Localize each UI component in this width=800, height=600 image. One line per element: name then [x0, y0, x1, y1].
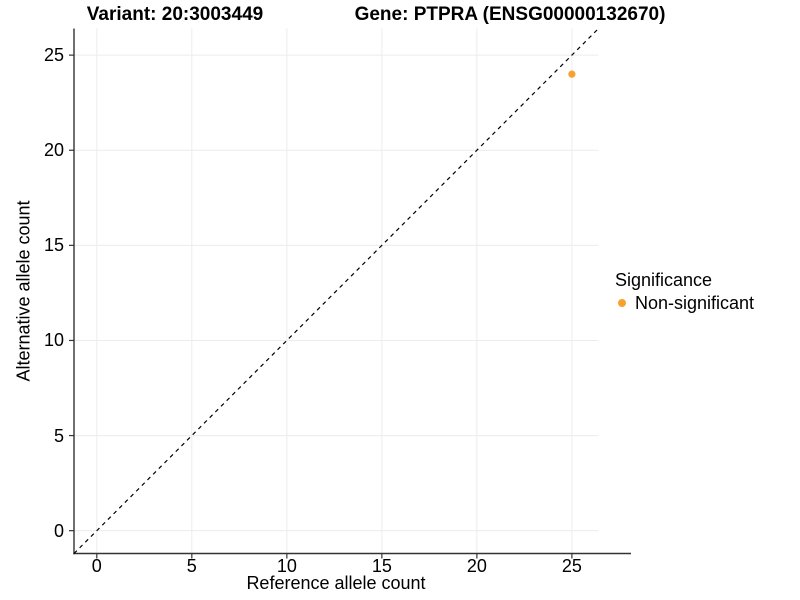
x-tick-label: 10 [276, 556, 297, 576]
legend: Significance Non-significant [615, 270, 754, 313]
y-axis-title: Alternative allele count [13, 200, 34, 382]
plot-title-variant: Variant: 20:3003449 [86, 4, 264, 25]
plot-title-gene: Gene: PTPRA (ENSG00000132670) [354, 4, 666, 25]
legend-point-icon [618, 299, 626, 307]
y-tick-label: 0 [53, 520, 64, 541]
y-tick-label: 25 [43, 45, 64, 66]
y-tick-label: 20 [43, 140, 64, 161]
x-axis-title: Reference allele count [246, 573, 426, 593]
x-tick-label: 15 [371, 556, 392, 576]
x-tick-label: 0 [91, 556, 102, 576]
identity-line [73, 28, 599, 554]
y-tick-label: 5 [53, 425, 64, 446]
y-tick-label: 15 [43, 235, 64, 256]
x-tick-label: 25 [561, 556, 582, 576]
legend-item: Non-significant [615, 293, 754, 313]
legend-title: Significance [615, 270, 713, 290]
y-tick-label: 10 [43, 330, 64, 351]
x-tick-label: 20 [466, 556, 487, 576]
x-tick-label: 5 [186, 556, 197, 576]
data-point [568, 70, 576, 78]
legend-item-label: Non-significant [635, 293, 755, 313]
